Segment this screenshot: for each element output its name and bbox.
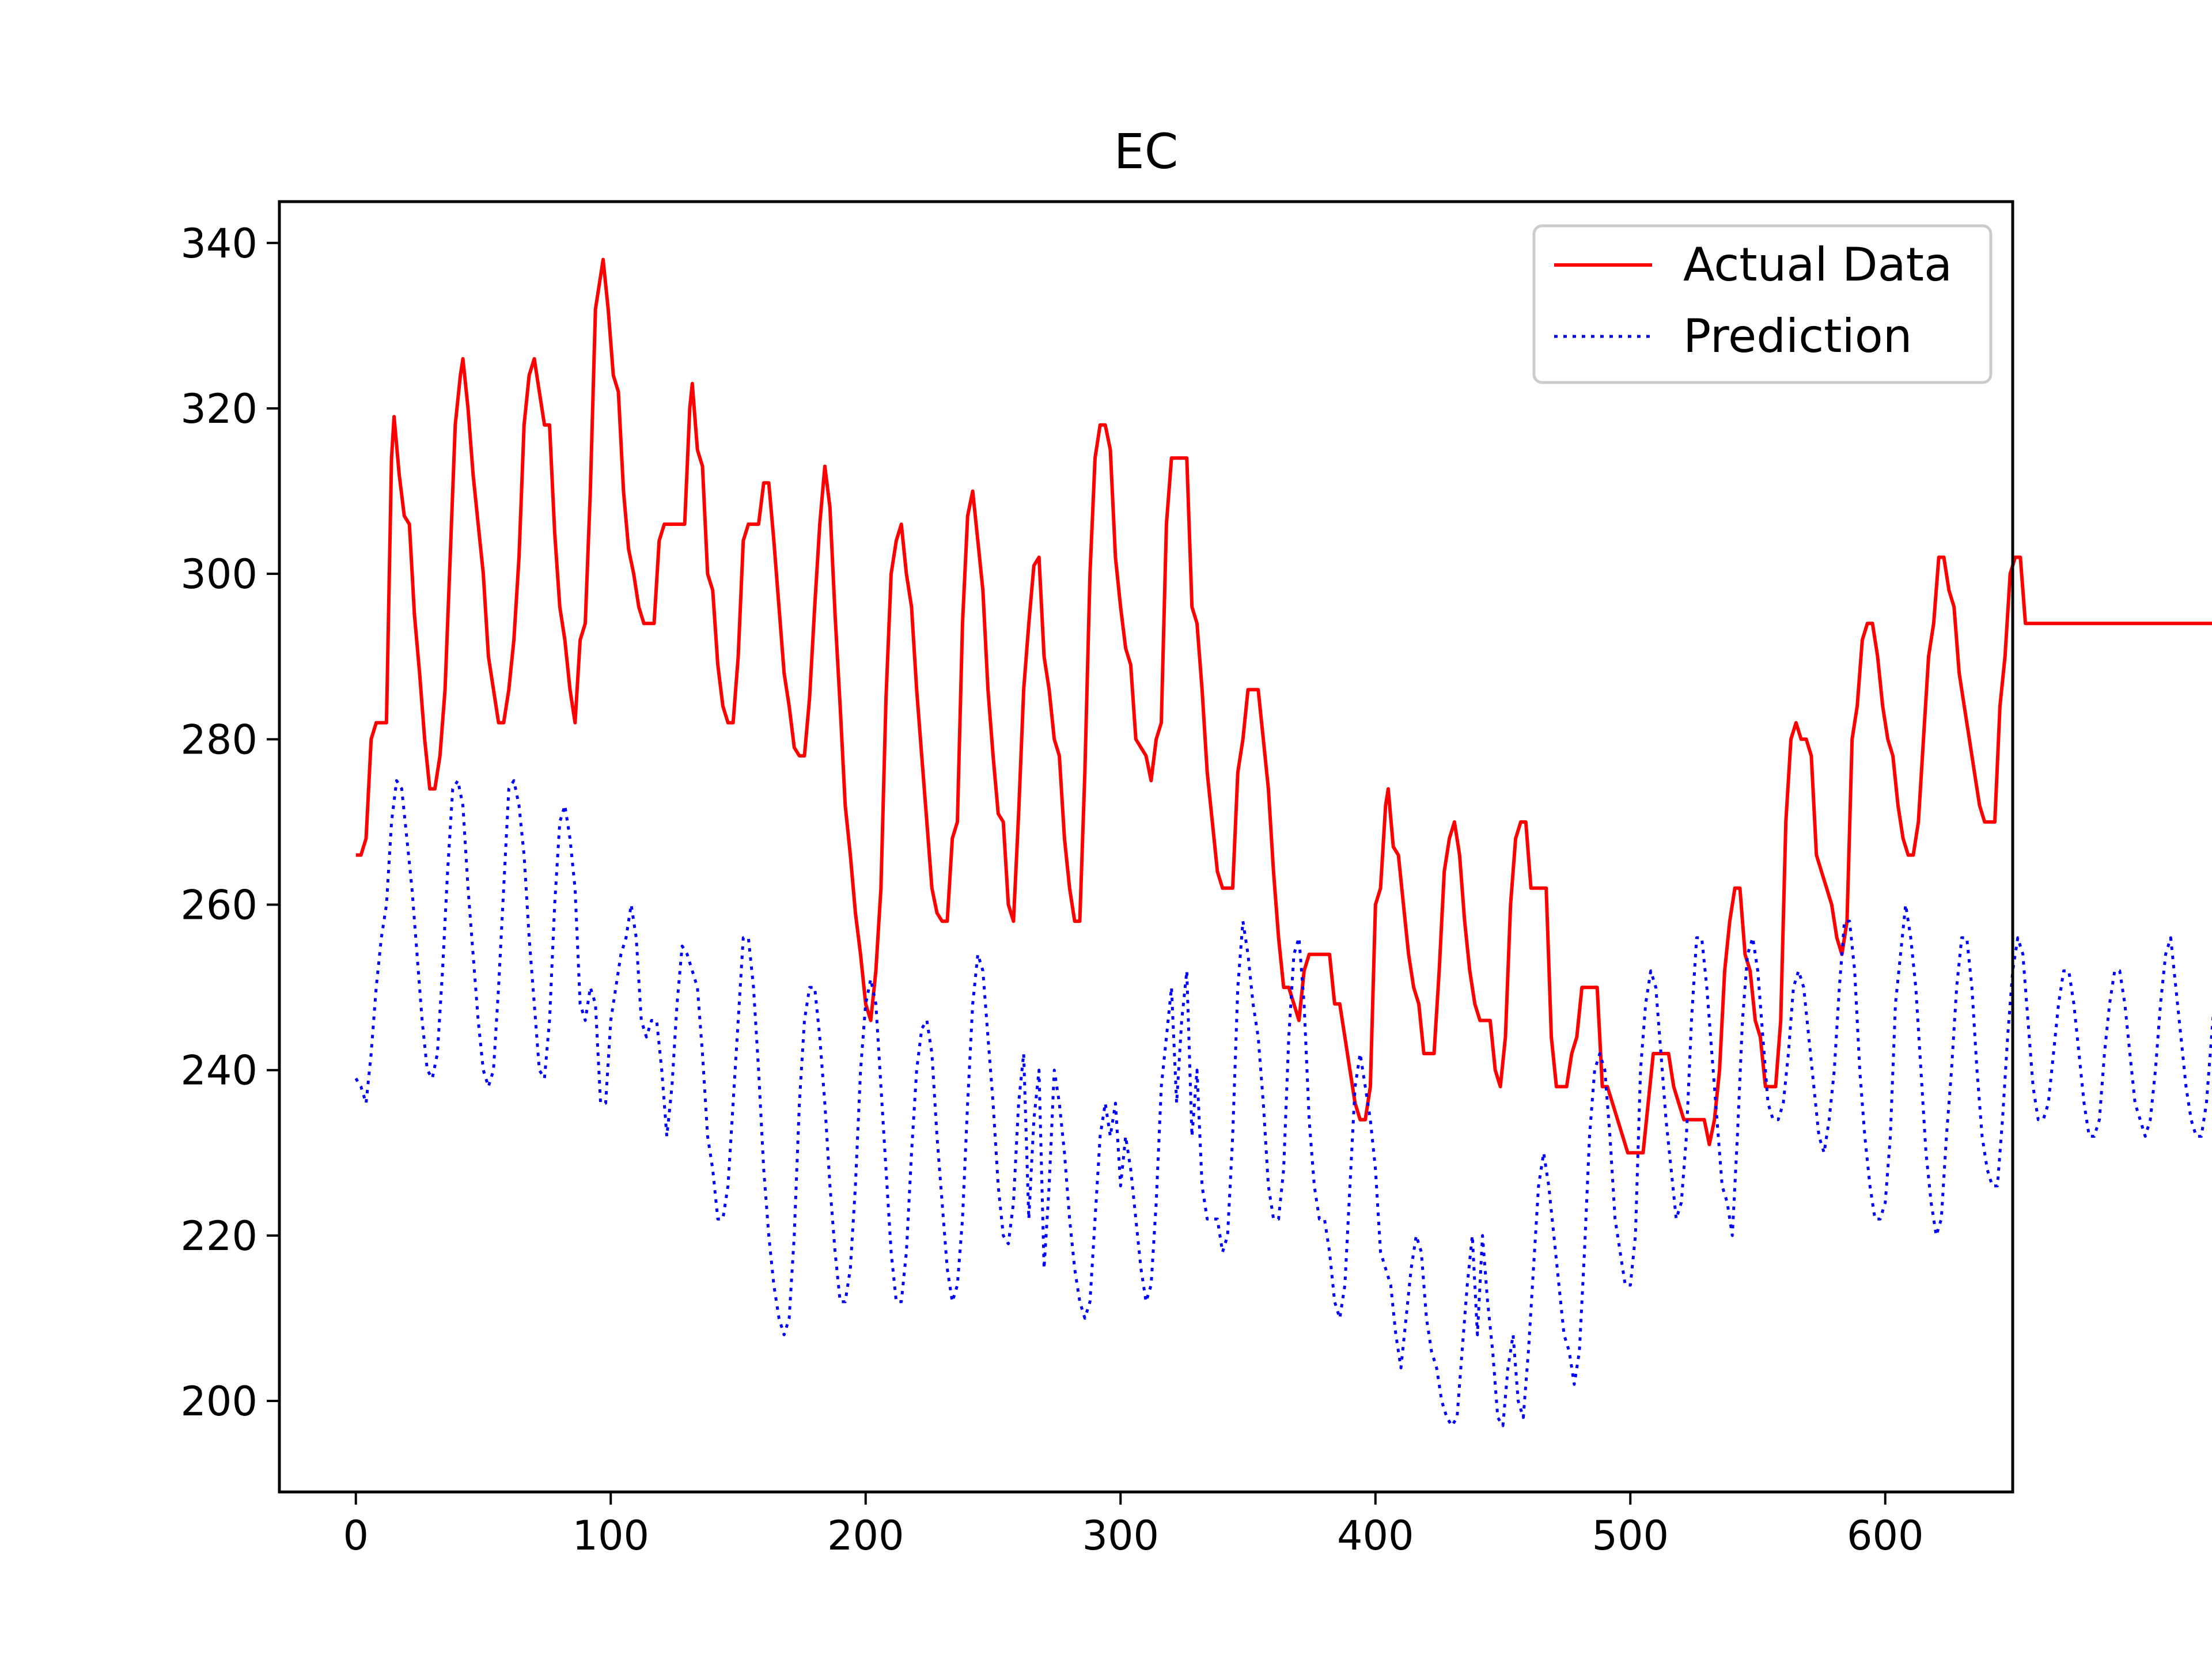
- y-tick-label: 240: [180, 1047, 257, 1094]
- y-tick-label: 260: [180, 882, 257, 929]
- x-tick-label: 300: [1082, 1512, 1159, 1559]
- x-tick-label: 400: [1337, 1512, 1414, 1559]
- x-tick-label: 0: [343, 1512, 369, 1559]
- legend: Actual Data Prediction: [1532, 224, 1993, 384]
- y-tick-label: 340: [180, 220, 257, 267]
- axes-frame: [278, 200, 2014, 1494]
- x-tick-label: 600: [1847, 1512, 1924, 1559]
- y-tick-label: 200: [180, 1378, 257, 1425]
- x-tick-label: 500: [1592, 1512, 1669, 1559]
- plot-area: [354, 257, 2212, 1427]
- y-tick-label: 220: [180, 1213, 257, 1260]
- y-tick-label: 320: [180, 385, 257, 433]
- series-line-prediction: [354, 779, 2212, 1427]
- legend-label-prediction: Prediction: [1683, 309, 1912, 363]
- x-tick-label: 100: [572, 1512, 649, 1559]
- x-tick-label: 200: [827, 1512, 904, 1559]
- y-tick-label: 280: [180, 716, 257, 763]
- y-tick-label: 300: [180, 551, 257, 598]
- legend-label-actual-data: Actual Data: [1683, 238, 1952, 291]
- series-line-actual-data: [355, 257, 2212, 1155]
- axes: 0 100 200 300 400 500 600 200 220 240 260 280 300 320…: [180, 200, 2014, 1559]
- chart-title: EC: [1114, 123, 1179, 180]
